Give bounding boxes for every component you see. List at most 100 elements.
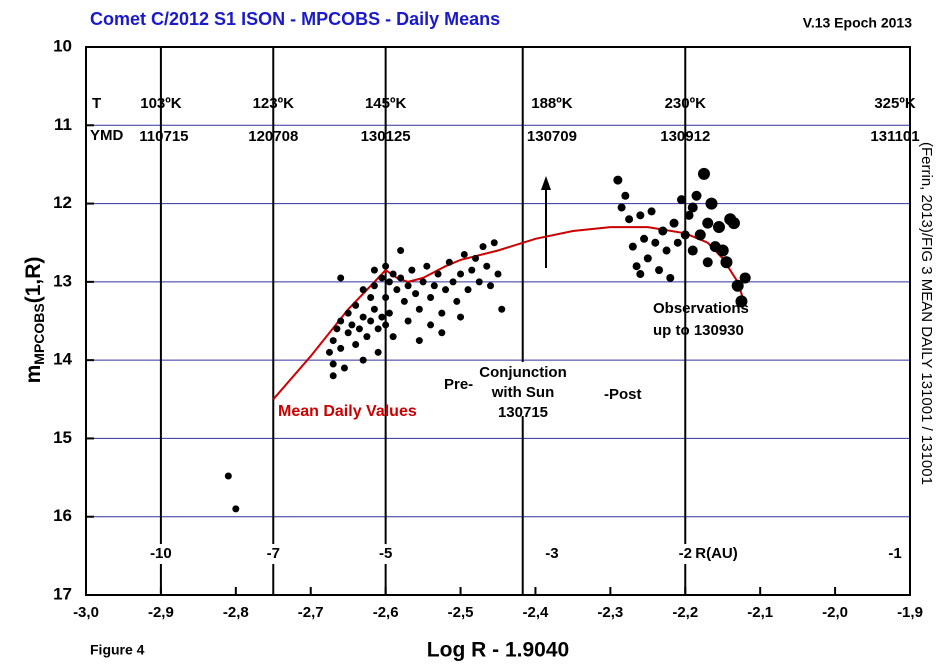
x-tick-label: -2,3 xyxy=(597,604,623,621)
date-label: 110715 xyxy=(139,128,188,145)
data-point xyxy=(464,286,472,294)
data-point xyxy=(359,356,367,364)
curve-label: Mean Daily Values xyxy=(278,403,417,420)
temperature-label: 188ºK xyxy=(531,95,573,112)
temperature-label: 123ºK xyxy=(253,95,295,112)
data-point xyxy=(389,270,397,278)
data-point xyxy=(340,364,348,372)
data-point xyxy=(662,246,671,255)
r-unit: R(AU) xyxy=(695,545,738,562)
r-label: -1 xyxy=(888,545,901,562)
data-point xyxy=(434,270,442,278)
data-point xyxy=(445,258,453,266)
y-tick-label: 13 xyxy=(53,271,72,290)
data-point xyxy=(408,266,416,274)
data-point xyxy=(389,333,397,341)
data-point xyxy=(712,221,725,234)
data-point xyxy=(415,305,423,313)
data-point xyxy=(325,348,333,356)
data-point xyxy=(367,317,375,325)
data-point xyxy=(739,272,751,284)
data-point xyxy=(677,195,687,205)
r-label: -10 xyxy=(150,545,172,562)
data-point xyxy=(363,333,371,341)
data-point xyxy=(720,256,733,269)
data-point xyxy=(475,278,483,286)
date-label: 130125 xyxy=(361,128,411,145)
x-tick-label: -2,2 xyxy=(672,604,698,621)
x-tick-label: -2,4 xyxy=(523,604,550,621)
pre-label: Pre- xyxy=(444,376,473,393)
data-point xyxy=(687,245,698,256)
data-point xyxy=(669,218,679,228)
data-point xyxy=(344,329,352,337)
data-point xyxy=(224,472,232,480)
data-point xyxy=(628,242,637,251)
data-point xyxy=(457,270,465,278)
data-point xyxy=(684,210,694,220)
data-point xyxy=(382,321,390,329)
data-point xyxy=(430,282,438,290)
data-point xyxy=(329,360,337,368)
data-point xyxy=(702,217,714,229)
data-point xyxy=(359,313,367,321)
data-point xyxy=(460,250,468,258)
r-label: -7 xyxy=(267,545,280,562)
y-tick-label: 15 xyxy=(53,428,72,447)
x-tick-label: -3,0 xyxy=(73,604,99,621)
y-tick-label: 10 xyxy=(53,36,72,55)
version: V.13 Epoch 2013 xyxy=(803,15,912,31)
data-point xyxy=(494,270,502,278)
data-point xyxy=(370,305,378,313)
data-point xyxy=(423,262,431,270)
data-point xyxy=(632,262,641,271)
data-point xyxy=(374,348,382,356)
data-point xyxy=(352,340,360,348)
data-point xyxy=(687,202,698,213)
row-label: YMD xyxy=(90,127,124,144)
side-note: (Ferrin, 2013)/FIG 3 MEAN DAILY 131001 /… xyxy=(918,142,935,485)
data-point xyxy=(449,278,457,286)
data-point xyxy=(636,270,645,279)
data-point xyxy=(651,238,660,247)
data-point xyxy=(666,273,675,282)
r-label: -2 xyxy=(679,545,692,562)
data-point xyxy=(400,297,408,305)
data-point xyxy=(427,294,435,302)
data-point xyxy=(468,266,476,274)
data-point xyxy=(374,325,382,333)
data-point xyxy=(385,278,393,286)
data-point xyxy=(472,254,480,262)
data-point xyxy=(415,337,423,345)
date-label: 130709 xyxy=(527,128,577,145)
post-label: -Post xyxy=(604,386,642,403)
data-point xyxy=(691,190,702,201)
data-point xyxy=(727,217,740,230)
data-point xyxy=(370,282,378,290)
y-tick-label: 11 xyxy=(54,115,72,134)
conjunction-text: with Sun xyxy=(491,384,555,401)
y-tick-label: 17 xyxy=(53,584,72,603)
data-point xyxy=(329,337,337,345)
data-point xyxy=(382,294,390,302)
x-tick-label: -2,9 xyxy=(148,604,174,621)
data-point xyxy=(483,262,491,270)
data-point xyxy=(479,243,487,251)
data-point xyxy=(419,278,427,286)
label-bg xyxy=(371,544,400,564)
data-point xyxy=(442,286,450,294)
data-point xyxy=(731,279,744,292)
y-tick-label: 16 xyxy=(53,506,72,525)
y-label-sub: MPCOBS xyxy=(31,303,47,364)
x-tick-label: -2,0 xyxy=(822,604,848,621)
temperature-label: 145ºK xyxy=(365,95,407,112)
plot-frame xyxy=(85,46,911,596)
data-point xyxy=(613,175,623,185)
data-point xyxy=(490,239,498,247)
data-point xyxy=(382,262,390,270)
data-point xyxy=(378,313,386,321)
data-point xyxy=(457,313,465,321)
data-point xyxy=(673,238,682,247)
y-axis-label: mMPCOBS(1,R) xyxy=(22,257,47,384)
